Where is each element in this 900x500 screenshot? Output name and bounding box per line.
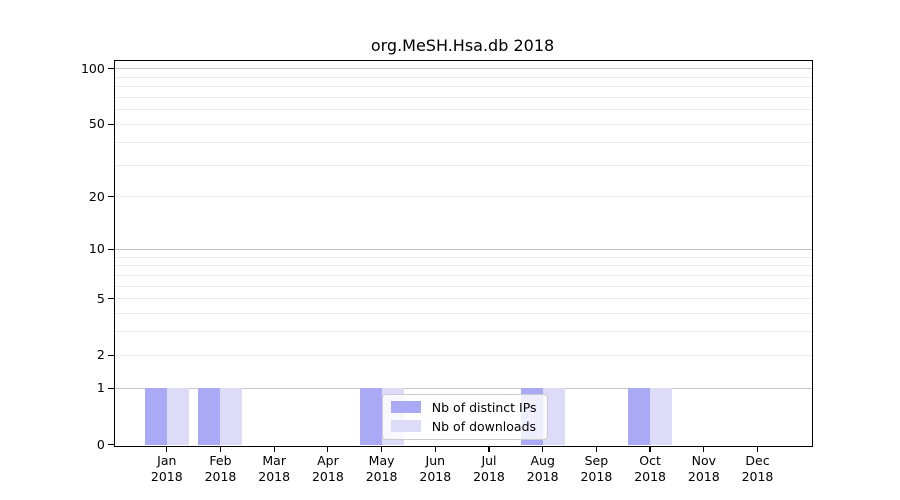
gridline-minor [114,109,812,111]
y-tick-mark [107,387,115,389]
x-tick-mark [327,445,329,452]
x-tick-mark [488,445,490,452]
legend-swatch-distinct-ips [390,401,421,414]
gridline-minor [114,285,812,287]
gridline-minor [114,354,812,356]
x-tick-mark [595,445,597,452]
y-tick-label: 1 [96,380,105,396]
gridline-minor [114,313,812,315]
bar-downloads [220,388,243,445]
gridline-minor [114,86,812,88]
x-tick-mark [756,445,759,452]
y-tick-mark [107,196,115,198]
gridline-major [114,248,812,250]
gridline-minor [114,97,812,98]
gridline-major [114,387,812,389]
x-tick-mark [166,445,168,452]
y-tick-mark [107,68,115,70]
y-tick-mark [107,248,115,251]
gridline-minor [114,256,812,258]
x-tick-mark [434,445,436,452]
x-tick-label: Oct 2018 [634,452,666,485]
gridline-major [114,68,812,70]
gridline-minor [114,298,812,300]
x-tick-label: Feb 2018 [204,452,237,485]
legend-label-distinct-ips: Nb of distinct IPs [431,399,537,415]
bar-downloads [542,388,565,445]
legend-swatch-downloads [390,420,421,433]
gridline-minor [114,123,812,125]
y-tick-mark [107,123,115,126]
x-tick-mark [542,445,544,452]
x-tick-label: Aug 2018 [526,452,559,485]
gridline-minor [114,196,812,198]
plot-area: Nb of distinct IPs Nb of downloads 0 1 2 5 1… [81,59,813,484]
x-tick-label: Jun 2018 [419,452,452,485]
bar-distinct-ips [198,388,221,445]
x-tick-mark [380,445,383,452]
x-tick-label: Jul 2018 [473,452,505,485]
x-tick-label: Mar 2018 [258,452,291,485]
bar-downloads [650,388,673,445]
y-tick-mark [107,354,115,356]
y-tick-label: 0 [96,436,105,452]
y-tick-mark [107,444,115,446]
bar-downloads [166,388,189,445]
x-tick-label: Jan 2018 [150,452,183,485]
x-tick-mark [649,445,651,452]
x-tick-mark [703,445,705,452]
bar-distinct-ips [359,388,382,445]
legend: Nb of distinct IPs Nb of downloads [381,393,548,440]
x-tick-label: Nov 2018 [687,452,720,485]
gridline-minor [114,274,812,276]
chart-title: org.MeSH.Hsa.db 2018 [370,36,555,55]
x-tick-label: May 2018 [365,452,398,485]
x-tick-label: Dec 2018 [741,452,774,485]
y-tick-label: 10 [88,241,105,257]
legend-label-downloads: Nb of downloads [431,418,537,434]
legend-entry-downloads: Nb of downloads [390,418,537,434]
x-tick-mark [273,445,275,452]
y-tick-mark [107,298,115,300]
gridline-minor [114,265,812,267]
y-tick-label: 100 [80,60,105,76]
gridline-minor [114,76,812,78]
x-tick-mark [219,445,222,452]
x-tick-label: Sep 2018 [580,452,613,485]
y-tick-label: 50 [88,116,105,132]
y-tick-label: 2 [96,347,105,363]
gridline-minor [114,164,812,166]
y-tick-label: 5 [96,290,105,306]
bar-distinct-ips [144,388,167,445]
y-tick-label: 20 [88,188,105,204]
gridline-minor [114,141,812,143]
gridline-minor [114,331,812,333]
legend-entry-distinct-ips: Nb of distinct IPs [390,399,537,415]
x-tick-label: Apr 2018 [311,452,344,485]
bar-distinct-ips [628,388,651,445]
